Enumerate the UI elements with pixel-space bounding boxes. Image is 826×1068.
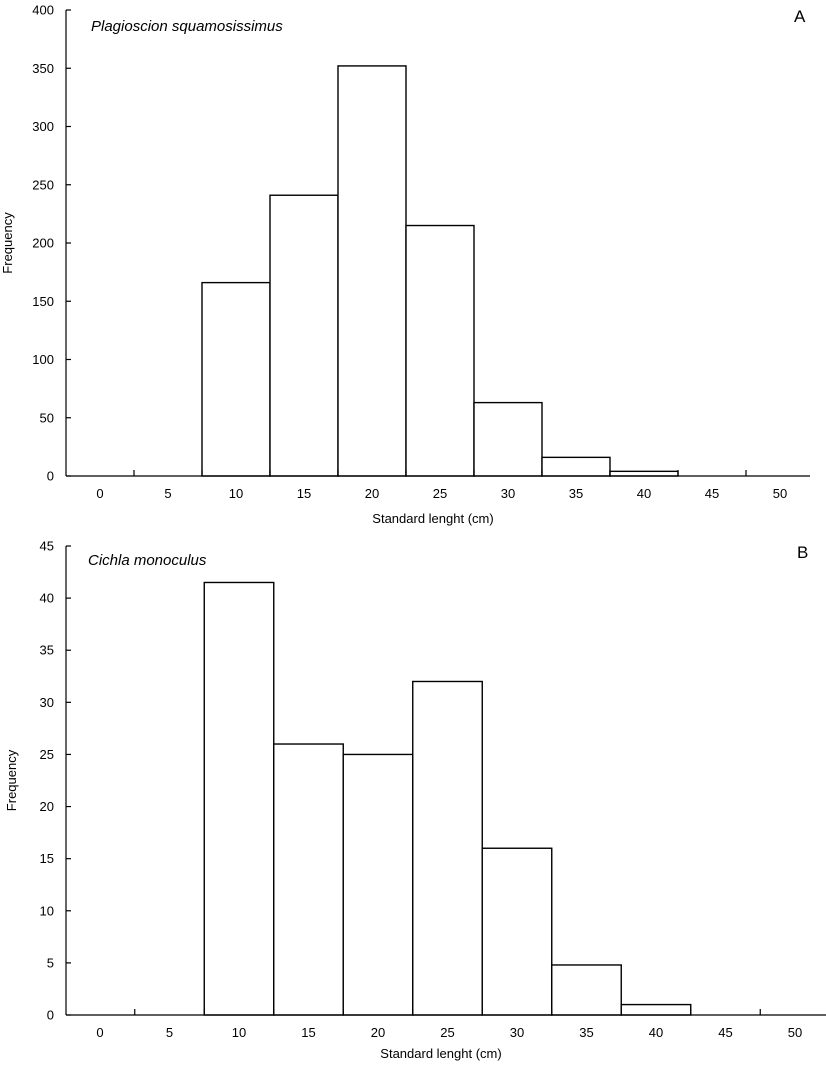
x-tick-label: 15 (297, 486, 311, 501)
y-tick-label: 100 (32, 352, 54, 367)
y-tick-label: 15 (40, 851, 54, 866)
x-tick-label: 40 (649, 1025, 663, 1040)
bar-10 (201, 281, 271, 477)
y-tick-label: 45 (40, 539, 54, 554)
y-tick-label: 20 (40, 799, 54, 814)
x-tick-label: 30 (501, 486, 515, 501)
x-tick-label: 25 (440, 1025, 454, 1040)
x-tick-label: 20 (365, 486, 379, 501)
panel-a-plagioscion: 0 50 100 150 200 250 300 350 400 0 5 10 15 20 25 30 35 40… (0, 3, 810, 526)
y-tick-label: 25 (40, 747, 54, 762)
x-tick-label: 5 (166, 1025, 173, 1040)
bar-35 (551, 964, 622, 1016)
y-tick-label: 350 (32, 61, 54, 76)
x-tick-label: 5 (164, 486, 171, 501)
panel-b-cichla: 0 5 10 15 20 25 30 35 40 45 0 5 10 15 20 25 30 35 40 45 50 St… (4, 539, 826, 1061)
x-tick-label: 30 (510, 1025, 524, 1040)
x-tick-label: 40 (637, 486, 651, 501)
bar-20 (337, 65, 407, 477)
x-tick-label: 35 (569, 486, 583, 501)
y-tick-label: 300 (32, 119, 54, 134)
bar-15 (273, 743, 344, 1016)
x-tick-label: 15 (301, 1025, 315, 1040)
x-tick-label: 0 (96, 486, 103, 501)
x-tick-label: 10 (229, 486, 243, 501)
panel-letter: B (797, 543, 808, 562)
x-axis-title: Standard lenght (cm) (372, 511, 493, 526)
bar-40 (609, 470, 679, 477)
y-tick-label: 35 (40, 643, 54, 658)
panel-letter: A (794, 7, 806, 26)
y-tick-label: 30 (40, 695, 54, 710)
y-tick-label: 0 (47, 469, 54, 484)
y-axis-title: Frequency (0, 212, 15, 274)
y-tick-label: 250 (32, 177, 54, 192)
species-name: Cichla monoculus (88, 552, 207, 569)
bar-10 (203, 581, 275, 1016)
bar-30 (473, 401, 543, 477)
y-tick-label: 10 (40, 903, 54, 918)
x-tick-label: 35 (579, 1025, 593, 1040)
bar-30 (481, 847, 553, 1016)
x-tick-label: 25 (433, 486, 447, 501)
y-tick-label: 50 (40, 410, 54, 425)
bar-25 (405, 224, 475, 477)
bar-25 (412, 680, 483, 1016)
x-tick-label: 0 (96, 1025, 103, 1040)
bar-20 (342, 753, 414, 1016)
bar-15 (269, 194, 339, 477)
species-name: Plagioscion squamosissimus (91, 18, 283, 35)
y-tick-label: 5 (47, 955, 54, 970)
bar-35 (541, 456, 611, 477)
x-tick-label: 10 (232, 1025, 246, 1040)
x-tick-label: 20 (371, 1025, 385, 1040)
x-tick-label: 45 (705, 486, 719, 501)
x-axis-title: Standard lenght (cm) (380, 1046, 501, 1061)
y-axis-title: Frequency (4, 749, 19, 811)
y-tick-label: 40 (40, 591, 54, 606)
x-tick-label: 50 (788, 1025, 802, 1040)
x-tick-label: 45 (718, 1025, 732, 1040)
x-tick-label: 50 (773, 486, 787, 501)
y-tick-label: 150 (32, 294, 54, 309)
y-tick-label: 400 (32, 3, 54, 18)
bar-40 (620, 1003, 692, 1016)
y-tick-label: 200 (32, 236, 54, 251)
y-tick-label: 0 (47, 1008, 54, 1023)
